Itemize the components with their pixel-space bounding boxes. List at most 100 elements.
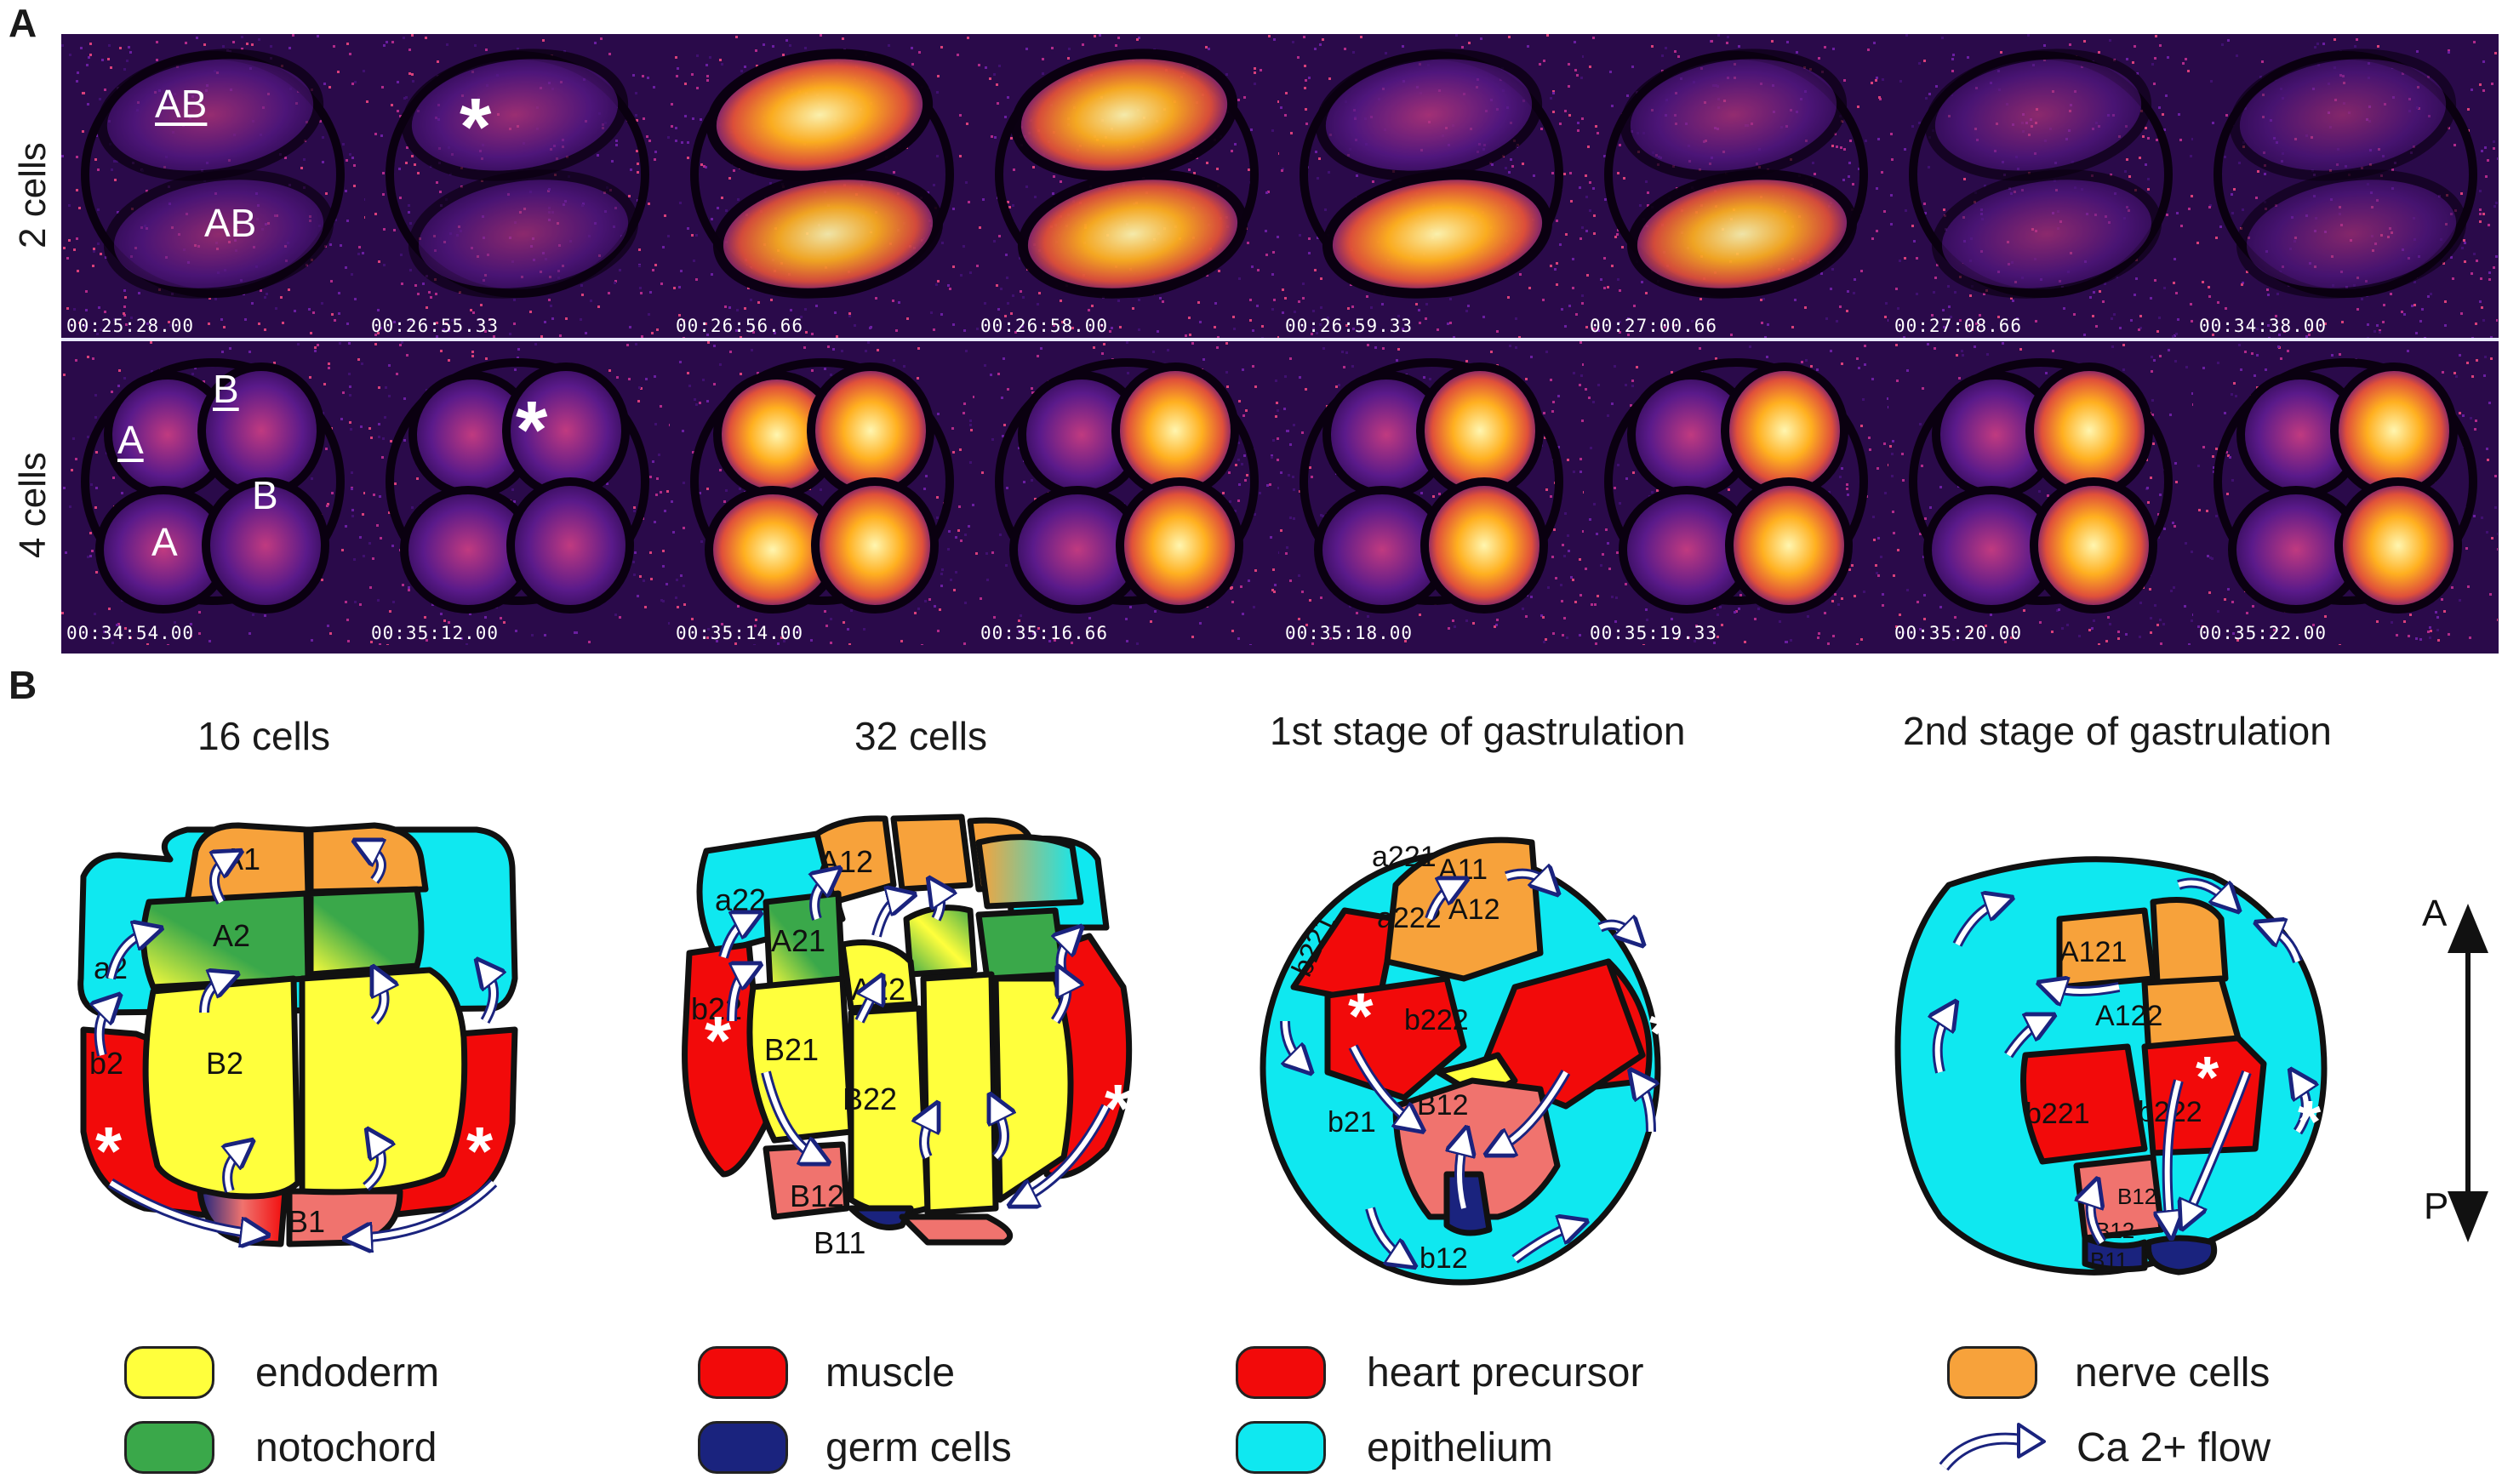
asterisk-marker: * <box>1105 1070 1132 1146</box>
label-A122: A122 <box>2095 1000 2162 1032</box>
legend-label: nerve cells <box>2075 1350 2271 1396</box>
embryo-fluorescence-image <box>1280 341 1584 645</box>
legend-swatch-endoderm <box>124 1346 214 1399</box>
label-A121: A121 <box>2059 936 2127 968</box>
legend-muscle: muscle <box>698 1343 955 1402</box>
legend-endoderm: endoderm <box>124 1343 439 1402</box>
embryo-fluorescence-image <box>61 34 365 338</box>
legend-ca-flow: Ca 2+ flow <box>1937 1418 2271 1477</box>
legend-swatch-heart-precursor <box>1236 1346 1326 1399</box>
timestamp: 00:35:18.00 <box>1285 623 1414 643</box>
label-A12: A12 <box>1448 893 1500 926</box>
microscopy-frame: 00:26:58.00 <box>975 34 1279 338</box>
embryo-gastrulation-1 <box>1260 836 1661 1286</box>
microscopy-panel: 00:25:28.00 00:26:55.33 00:26:56.66 00:26:5… <box>61 34 2499 654</box>
microscopy-frame: 00:26:59.33 <box>1280 34 1584 338</box>
microscopy-frame: 00:26:56.66 <box>671 34 974 338</box>
row-label-4-cells: 4 cells <box>12 452 54 558</box>
asterisk-marker: * <box>95 1113 123 1189</box>
legend-label: heart precursor <box>1367 1350 1644 1396</box>
timestamp: 00:35:19.33 <box>1590 623 1718 643</box>
flow-arrows-g1-inner <box>1285 874 1651 1259</box>
asterisk-marker: * <box>1649 997 1675 1070</box>
embryo-fluorescence-image <box>671 34 974 338</box>
microscopy-frame: 00:35:20.00 <box>1889 341 2193 645</box>
cell-label-a: A <box>151 520 178 564</box>
microscopy-frame: 00:35:12.00 <box>366 341 670 645</box>
embryo-fluorescence-image <box>366 34 670 338</box>
row-divider <box>61 338 2499 341</box>
asterisk-marker: * <box>705 1002 732 1078</box>
asterisk-marker: * <box>516 385 548 476</box>
embryo-fluorescence-image <box>1585 34 1888 338</box>
label-A11: A11 <box>1438 853 1488 886</box>
axis-label-anterior: A <box>2422 893 2448 934</box>
embryo-16-cells <box>77 822 518 1247</box>
label-B11: B11 <box>2090 1247 2128 1273</box>
timestamp: 00:35:16.66 <box>980 623 1109 643</box>
cell-label-b-under: B <box>213 367 239 411</box>
panel-a-letter: A <box>9 1 37 45</box>
asterisk-marker: * <box>466 1113 494 1189</box>
embryo-fluorescence-image <box>1585 341 1888 645</box>
timestamp: 00:35:20.00 <box>1894 623 2023 643</box>
asterisk-marker: * <box>2196 1044 2219 1110</box>
stage-title-gastrulation-2: 2nd stage of gastrulation <box>1903 709 2332 753</box>
legend-swatch-muscle <box>698 1346 788 1399</box>
ca-flow-arrow-icon <box>1939 1423 2046 1471</box>
label-A21: A21 <box>771 923 825 958</box>
timestamp: 00:26:56.66 <box>676 316 804 336</box>
embryo-fluorescence-image <box>975 34 1279 338</box>
timestamp: 00:34:38.00 <box>2199 316 2328 336</box>
cell-label-ab-bottom: AB <box>204 201 257 245</box>
stage-title-32-cells: 32 cells <box>854 714 987 758</box>
timestamp: 00:25:28.00 <box>66 316 195 336</box>
legend-swatch-germ-cells <box>698 1421 788 1474</box>
panel-b-letter: B <box>9 663 37 707</box>
label-b21: b21 <box>1328 1106 1376 1139</box>
embryo-gastrulation-2 <box>1894 856 2328 1276</box>
legend-nerve-cells: nerve cells <box>1947 1343 2270 1402</box>
microscopy-frame: 00:27:08.66 <box>1889 34 2193 338</box>
timestamp: 00:35:14.00 <box>676 623 804 643</box>
flow-arrows-32-inner <box>721 876 1109 1200</box>
stage-title-16-cells: 16 cells <box>197 714 330 758</box>
cell-label-b: B <box>252 473 278 517</box>
label-B21: B21 <box>764 1032 819 1067</box>
legend-label: endoderm <box>255 1350 440 1396</box>
embryo-fluorescence-image <box>671 341 974 645</box>
legend-epithelium: epithelium <box>1236 1418 1553 1477</box>
microscopy-frame: 00:26:55.33 <box>366 34 670 338</box>
anterior-posterior-axis: A P <box>2422 893 2488 1242</box>
label-b221: b221 <box>2025 1098 2090 1130</box>
asterisk-marker: * <box>1348 980 1374 1053</box>
embryo-fluorescence-image <box>1280 34 1584 338</box>
axis-label-posterior: P <box>2424 1185 2448 1227</box>
cell-label-ab-top: AB <box>155 82 208 126</box>
label-B22: B22 <box>843 1082 897 1116</box>
label-b2: b2 <box>89 1046 123 1081</box>
timestamp: 00:26:59.33 <box>1285 316 1414 336</box>
asterisk-marker: * <box>460 82 492 173</box>
microscopy-frame: 00:34:54.00 <box>61 341 365 645</box>
timestamp: 00:26:55.33 <box>371 316 500 336</box>
microscopy-frame: 00:35:16.66 <box>975 341 1279 645</box>
label-A2: A2 <box>213 918 250 953</box>
legend-label: notochord <box>255 1424 437 1470</box>
embryo-fluorescence-image <box>366 341 670 645</box>
row-label-2-cells: 2 cells <box>12 142 54 248</box>
timestamp: 00:26:58.00 <box>980 316 1109 336</box>
label-B1: B1 <box>288 1204 325 1239</box>
embryo-fluorescence-image <box>1889 34 2193 338</box>
timestamp: 00:27:08.66 <box>1894 316 2023 336</box>
label-B12-a: B12 <box>2117 1184 2156 1209</box>
microscopy-frame: 00:35:18.00 <box>1280 341 1584 645</box>
embryo-32-cells <box>682 813 1133 1246</box>
cell-label-a-under: A <box>117 418 144 462</box>
stage-title-gastrulation-1: 1st stage of gastrulation <box>1270 709 1686 753</box>
legend-label: germ cells <box>825 1424 1012 1470</box>
label-B12: B12 <box>1417 1089 1469 1122</box>
flow-arrows-g2-inner <box>1938 880 2306 1244</box>
microscopy-frame: 00:35:19.33 <box>1585 341 1888 645</box>
label-b12: b12 <box>1420 1242 1468 1275</box>
